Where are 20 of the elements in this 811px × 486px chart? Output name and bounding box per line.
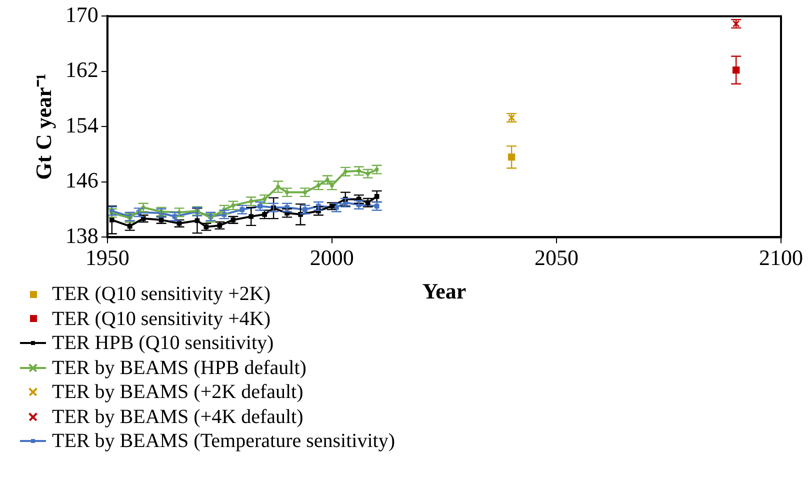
y-tick-label: 138 [65,222,98,248]
x-tick-label: 2000 [310,245,354,270]
x-tick-label: 2050 [534,245,578,270]
y-axis-title: Gt C year⁻¹ [30,73,56,180]
legend-label: TER (Q10 sensitivity +2K) [52,282,270,306]
y-tick-label: 162 [65,57,98,82]
legend-label: TER by BEAMS (HPB default) [52,356,306,380]
x-axis-title: Year [422,278,466,304]
legend-label: TER (Q10 sensitivity +4K) [52,306,270,331]
y-tick-label: 170 [65,2,98,27]
point [371,201,382,211]
legend-label: TER by BEAMS (Temperature sensitivity) [52,429,395,454]
point [730,19,742,29]
legend-label: TER by BEAMS (+4K default) [52,404,304,429]
y-tick-label: 146 [65,168,98,193]
x-tick-label: 1950 [85,245,130,270]
legend-label: TER by BEAMS (+2K default) [52,380,304,404]
legend-label: TER HPB (Q10 sensitivity) [52,331,274,356]
x-tick-label: 2100 [759,245,803,270]
y-tick-label: 154 [65,112,98,138]
